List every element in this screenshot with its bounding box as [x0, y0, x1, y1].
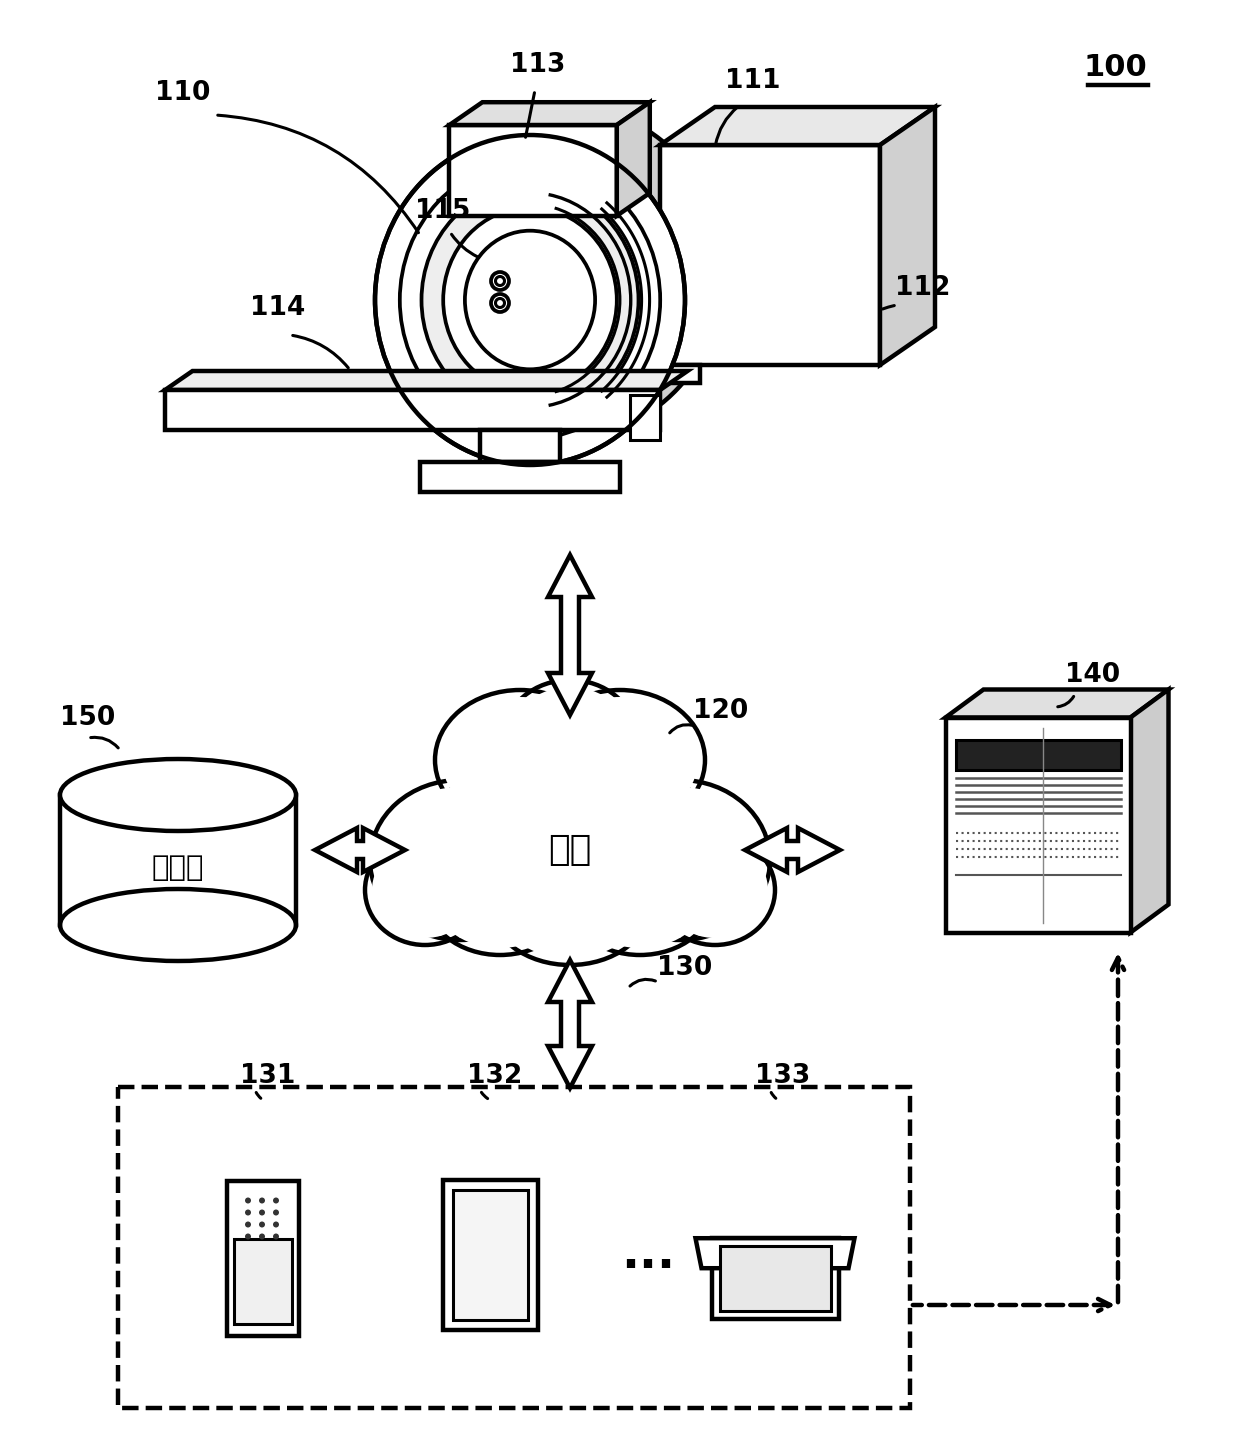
- Ellipse shape: [496, 298, 505, 308]
- Polygon shape: [956, 739, 1121, 769]
- Text: 110: 110: [155, 80, 211, 106]
- Polygon shape: [880, 107, 935, 364]
- Ellipse shape: [273, 1233, 279, 1239]
- Ellipse shape: [491, 272, 508, 291]
- Text: 133: 133: [755, 1063, 810, 1089]
- Ellipse shape: [440, 730, 701, 930]
- Ellipse shape: [572, 842, 708, 949]
- Polygon shape: [420, 463, 620, 492]
- Text: 130: 130: [657, 954, 712, 980]
- Ellipse shape: [246, 1233, 250, 1239]
- Ellipse shape: [259, 1197, 265, 1203]
- Text: 120: 120: [693, 698, 748, 724]
- Text: 132: 132: [467, 1063, 522, 1089]
- Ellipse shape: [441, 697, 598, 823]
- Ellipse shape: [590, 779, 770, 940]
- Text: 150: 150: [60, 706, 115, 732]
- Ellipse shape: [491, 294, 508, 312]
- Ellipse shape: [370, 779, 551, 940]
- Ellipse shape: [505, 680, 635, 790]
- Polygon shape: [449, 124, 616, 215]
- Text: 115: 115: [415, 198, 470, 224]
- Ellipse shape: [425, 834, 575, 954]
- Text: 100: 100: [1083, 54, 1147, 82]
- Polygon shape: [453, 1190, 527, 1320]
- Polygon shape: [745, 829, 839, 872]
- Polygon shape: [1131, 690, 1168, 933]
- Polygon shape: [548, 960, 591, 1087]
- Polygon shape: [712, 1238, 838, 1319]
- Polygon shape: [443, 1180, 537, 1330]
- Polygon shape: [165, 390, 660, 429]
- Ellipse shape: [246, 1197, 250, 1203]
- Ellipse shape: [273, 1209, 279, 1216]
- Ellipse shape: [565, 834, 715, 954]
- Ellipse shape: [372, 842, 477, 938]
- Ellipse shape: [512, 687, 627, 782]
- Ellipse shape: [534, 690, 706, 830]
- Ellipse shape: [497, 852, 644, 959]
- Ellipse shape: [399, 162, 660, 438]
- Ellipse shape: [662, 842, 768, 938]
- Text: 140: 140: [1065, 662, 1120, 688]
- Ellipse shape: [446, 737, 693, 923]
- Text: 网络: 网络: [548, 833, 591, 868]
- Ellipse shape: [443, 208, 616, 392]
- Ellipse shape: [422, 185, 639, 415]
- Polygon shape: [480, 429, 560, 463]
- Polygon shape: [234, 1239, 291, 1323]
- Ellipse shape: [496, 276, 505, 285]
- Polygon shape: [165, 372, 687, 390]
- Text: 111: 111: [725, 68, 780, 94]
- Ellipse shape: [259, 1222, 265, 1228]
- Ellipse shape: [490, 844, 650, 964]
- Ellipse shape: [246, 1209, 250, 1216]
- Polygon shape: [60, 795, 296, 925]
- Ellipse shape: [465, 231, 595, 369]
- Text: 114: 114: [250, 295, 305, 321]
- Text: 存儲器: 存儲器: [151, 855, 205, 882]
- Polygon shape: [719, 1246, 831, 1312]
- Polygon shape: [660, 145, 880, 364]
- Polygon shape: [449, 103, 650, 124]
- Ellipse shape: [432, 842, 568, 949]
- Ellipse shape: [413, 107, 723, 437]
- Ellipse shape: [596, 787, 763, 933]
- Polygon shape: [660, 364, 701, 383]
- Polygon shape: [315, 829, 405, 872]
- Polygon shape: [696, 1238, 854, 1268]
- Text: 131: 131: [241, 1063, 295, 1089]
- Ellipse shape: [273, 1197, 279, 1203]
- Polygon shape: [227, 1180, 299, 1336]
- Ellipse shape: [60, 889, 296, 962]
- Polygon shape: [630, 395, 660, 440]
- Ellipse shape: [374, 134, 684, 466]
- Ellipse shape: [542, 697, 698, 823]
- Ellipse shape: [377, 787, 543, 933]
- Text: ...: ...: [621, 1232, 675, 1277]
- Text: 112: 112: [895, 275, 950, 301]
- Ellipse shape: [365, 834, 485, 946]
- Text: 113: 113: [510, 52, 565, 78]
- Polygon shape: [548, 555, 591, 714]
- Ellipse shape: [259, 1233, 265, 1239]
- Polygon shape: [660, 107, 935, 145]
- Polygon shape: [945, 690, 1168, 717]
- Polygon shape: [616, 103, 650, 215]
- Ellipse shape: [498, 198, 637, 346]
- Ellipse shape: [655, 834, 775, 946]
- Ellipse shape: [60, 759, 296, 831]
- Ellipse shape: [435, 690, 605, 830]
- Ellipse shape: [273, 1222, 279, 1228]
- Ellipse shape: [246, 1222, 250, 1228]
- Polygon shape: [945, 717, 1131, 933]
- Ellipse shape: [259, 1209, 265, 1216]
